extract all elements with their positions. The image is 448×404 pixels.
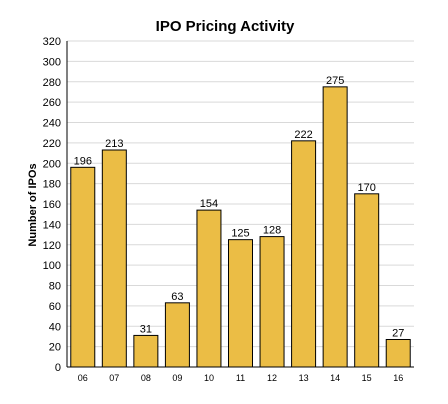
y-tick-label: 120 [43, 240, 61, 252]
data-label: 128 [263, 225, 281, 237]
x-tick-label: 08 [141, 373, 151, 383]
chart-title: IPO Pricing Activity [156, 18, 295, 35]
y-tick-label: 240 [43, 118, 61, 130]
x-tick-label: 07 [109, 373, 119, 383]
y-tick-label: 160 [43, 199, 61, 211]
bar [164, 302, 190, 368]
axes [66, 41, 414, 368]
y-axis-ticks: 0 20 40 60 80 100 120 140 160 180 200 220 240 260 280 3… [43, 36, 61, 374]
y-tick-label: 140 [43, 219, 61, 231]
data-label: 27 [392, 327, 404, 339]
bar [354, 193, 380, 368]
y-tick-label: 60 [49, 301, 61, 313]
bar [101, 149, 127, 368]
x-tick-label: 06 [78, 373, 88, 383]
y-tick-label: 0 [55, 362, 61, 374]
data-label: 222 [294, 129, 312, 141]
data-label: 213 [105, 138, 123, 150]
x-tick-label: 09 [172, 373, 182, 383]
y-tick-label: 260 [43, 97, 61, 109]
bar [133, 334, 159, 368]
data-label: 170 [358, 182, 376, 194]
y-tick-label: 180 [43, 179, 61, 191]
data-label: 196 [74, 155, 92, 167]
y-tick-label: 20 [49, 342, 61, 354]
data-label: 31 [140, 323, 152, 335]
y-axis-label: Number of IPOs [27, 163, 39, 246]
y-tick-label: 320 [43, 36, 61, 48]
bar [70, 166, 96, 368]
data-label: 125 [231, 228, 249, 240]
data-label: 63 [171, 291, 183, 303]
x-tick-label: 13 [299, 373, 309, 383]
x-tick-label: 11 [236, 373, 245, 383]
data-label: 275 [326, 75, 344, 87]
bar [228, 239, 253, 368]
bar [322, 86, 348, 368]
x-tick-label: 16 [393, 373, 403, 383]
y-tick-label: 80 [49, 281, 61, 293]
x-tick-label: 14 [330, 373, 340, 383]
bar [385, 338, 411, 368]
y-tick-label: 280 [43, 77, 61, 89]
bars: 196 213 31 63 154 125 128 222 275 170 27 [70, 75, 411, 368]
y-tick-label: 200 [43, 158, 61, 170]
x-axis-ticks: 06 07 08 09 10 11 12 13 14 15 16 [78, 373, 403, 383]
x-tick-label: 15 [362, 373, 372, 383]
bar [196, 209, 222, 368]
x-tick-label: 10 [204, 373, 214, 383]
bar [259, 236, 285, 368]
data-label: 154 [200, 198, 218, 210]
y-tick-label: 100 [43, 260, 61, 272]
bar [291, 140, 317, 368]
y-tick-label: 220 [43, 138, 61, 150]
y-tick-label: 300 [43, 56, 61, 68]
x-tick-label: 12 [267, 373, 277, 383]
y-tick-label: 40 [49, 321, 61, 333]
